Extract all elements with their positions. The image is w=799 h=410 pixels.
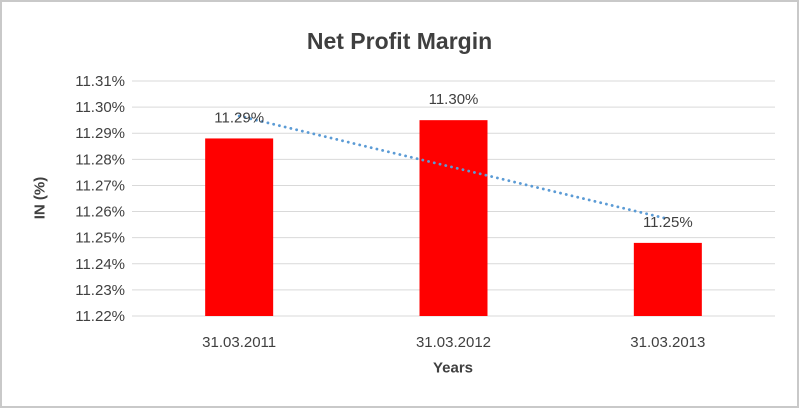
x-category-label: 31.03.2011 bbox=[202, 334, 276, 351]
y-tick-label: 11.29% bbox=[75, 125, 125, 142]
y-tick-label: 11.28% bbox=[75, 151, 125, 168]
y-tick-label: 11.27% bbox=[75, 177, 125, 194]
bar bbox=[205, 138, 274, 316]
bar-data-label: 11.29% bbox=[214, 109, 264, 126]
y-tick-label: 11.26% bbox=[75, 204, 125, 221]
bar-data-label: 11.30% bbox=[429, 91, 479, 108]
y-tick-label: 11.23% bbox=[75, 282, 125, 299]
chart-title: Net Profit Margin bbox=[306, 28, 493, 54]
bar-data-label: 11.25% bbox=[643, 214, 693, 231]
x-axis-title: Years bbox=[432, 359, 474, 377]
x-category-label: 31.03.2012 bbox=[416, 334, 491, 351]
y-tick-label: 11.22% bbox=[75, 308, 125, 325]
y-tick-label: 11.25% bbox=[75, 230, 125, 247]
y-tick-label: 11.31% bbox=[75, 73, 125, 90]
bar bbox=[419, 120, 488, 317]
y-tick-label: 11.24% bbox=[75, 256, 125, 273]
y-tick-label: 11.30% bbox=[75, 99, 125, 116]
bar bbox=[633, 242, 702, 316]
x-category-label: 31.03.2013 bbox=[630, 334, 705, 351]
